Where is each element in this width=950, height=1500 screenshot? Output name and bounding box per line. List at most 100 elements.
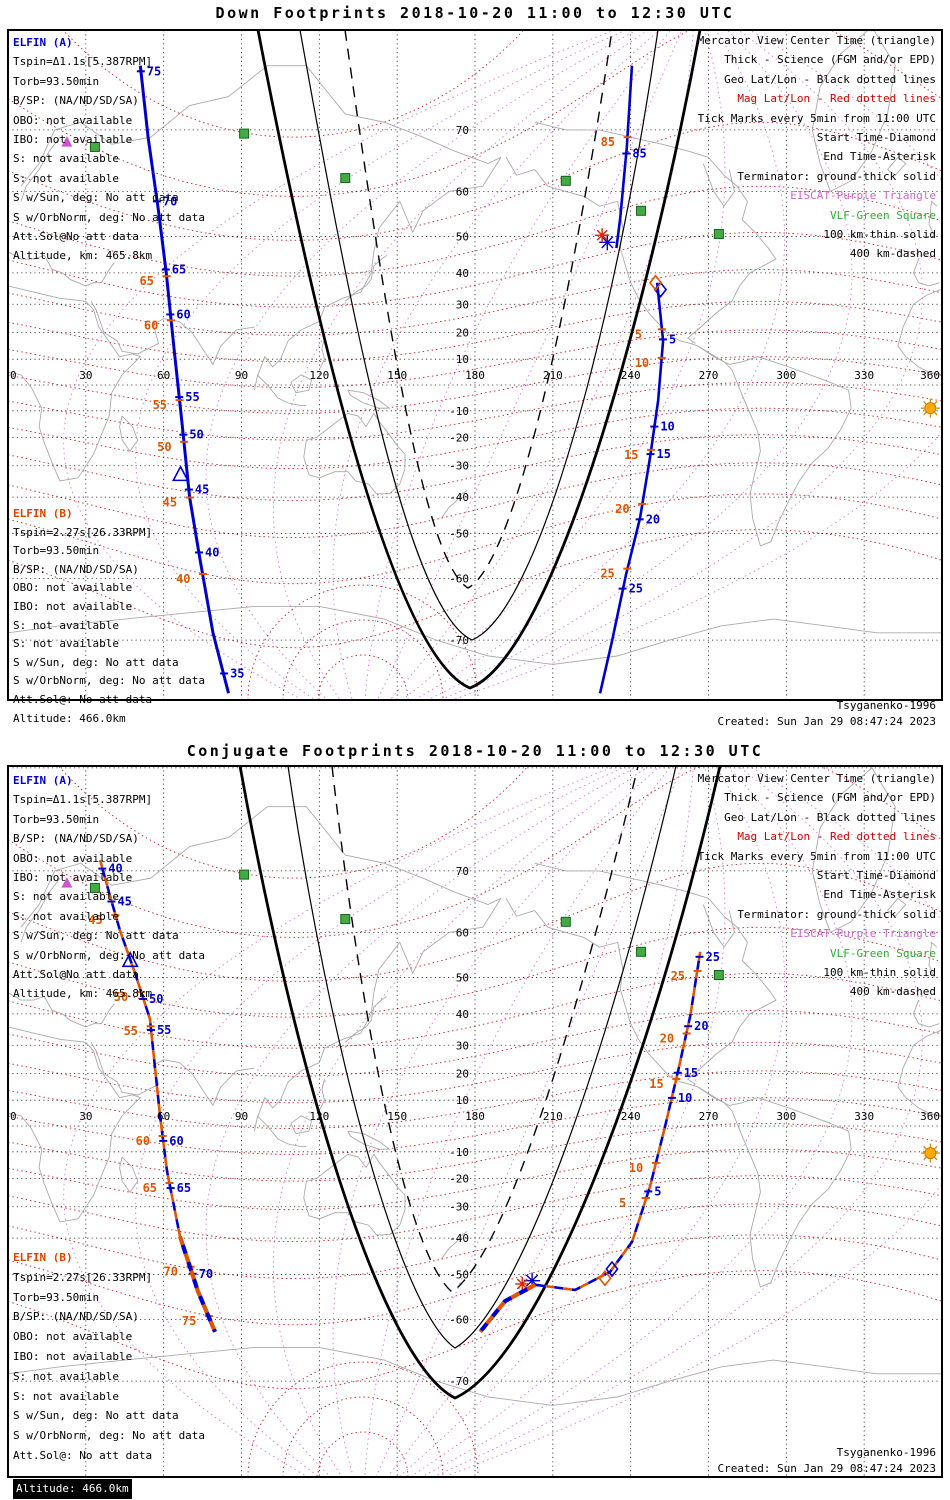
coastline bbox=[8, 251, 115, 287]
legend-line: EISCAT-Purple Triangle bbox=[790, 927, 936, 941]
terminator-curve bbox=[344, 30, 613, 589]
coastline bbox=[534, 862, 748, 943]
info-line: Torb=93.50min bbox=[13, 74, 100, 88]
track-tick-label: 50 bbox=[149, 992, 163, 1006]
coastline bbox=[90, 1042, 255, 1107]
terminator-curve bbox=[287, 766, 677, 1349]
elfin-a-lines: Tspin=Δ1.1s[5.387RPM] Torb=93.50min B/SP: … bbox=[13, 790, 205, 1003]
track-tick-label: 50 bbox=[189, 428, 203, 442]
lat-tick-label: 40 bbox=[456, 267, 469, 280]
satellite-track-b bbox=[478, 1282, 537, 1334]
info-line: Altitude, km: 465.8km bbox=[13, 987, 153, 1001]
lon-tick-label: 90 bbox=[235, 1110, 248, 1123]
legend-line: Mercator View Center Time (triangle) bbox=[697, 772, 936, 785]
track-tick-label: 85 bbox=[632, 147, 646, 161]
info-line: B/SP: (NA/ND/SD/SA) bbox=[13, 562, 139, 576]
terminator-curve bbox=[256, 30, 702, 690]
track-tick-label: 65 bbox=[140, 274, 154, 288]
lat-tick-label: -70 bbox=[449, 634, 469, 647]
track-tick-label: 20 bbox=[646, 512, 660, 526]
track-tick-label: 70 bbox=[164, 1265, 178, 1279]
legend-line: Start Time-Diamond bbox=[816, 869, 936, 883]
created-credit-down: Created: Sun Jan 29 08:47:24 2023 bbox=[717, 715, 936, 728]
coastline bbox=[887, 156, 907, 176]
lon-tick-label: 180 bbox=[465, 1110, 485, 1123]
center-time-triangle-icon bbox=[172, 465, 190, 482]
track-tick-label: 5 bbox=[619, 1196, 626, 1210]
track-tick-label: 40 bbox=[205, 545, 219, 559]
mag-lon-line bbox=[386, 766, 694, 1477]
track-tick-label: 55 bbox=[157, 1023, 171, 1037]
mag-lon-line bbox=[205, 30, 639, 700]
coastline bbox=[290, 374, 313, 394]
info-line: S: not available bbox=[13, 1389, 119, 1403]
mag-lon-line bbox=[450, 30, 942, 700]
info-line: Att.Sol@No att data bbox=[13, 230, 139, 244]
lat-tick-label: -60 bbox=[449, 573, 469, 586]
info-line: Torb=93.50min bbox=[13, 1290, 100, 1304]
created-credit-conjugate: Created: Sun Jan 29 08:47:24 2023 bbox=[717, 1462, 936, 1475]
eiscat-triangle-icon bbox=[61, 136, 73, 147]
legend-line: VLF-Green Square bbox=[830, 208, 936, 222]
track-tick-label: 70 bbox=[199, 1267, 213, 1281]
satellite-track-b bbox=[535, 951, 702, 1292]
satellite-track bbox=[138, 65, 230, 694]
sun-icon bbox=[924, 402, 937, 415]
lat-tick-label: -20 bbox=[449, 431, 469, 444]
coastline bbox=[303, 1153, 406, 1236]
mag-lon-line bbox=[63, 30, 617, 700]
lat-tick-label: 50 bbox=[456, 971, 469, 984]
lat-tick-label: 40 bbox=[456, 1008, 469, 1021]
eiscat-triangle-icon bbox=[61, 877, 73, 888]
elfin-b-header: ELFIN (B) bbox=[13, 1251, 73, 1264]
lon-tick-label: 360 bbox=[920, 1110, 940, 1123]
sun-icon bbox=[924, 1147, 937, 1160]
coastline bbox=[256, 374, 307, 407]
lon-tick-label: 330 bbox=[854, 369, 874, 382]
coastline bbox=[505, 898, 699, 1088]
legend-line: Tick Marks every 5min from 11:00 UTC bbox=[697, 849, 936, 863]
elfin-b-lines: Tspin=2.27s[26.33RPM] Torb=93.50min B/SP: … bbox=[13, 1268, 205, 1499]
track-tick-label: 15 bbox=[657, 447, 671, 461]
legend-line: Thick - Science (FGM and/or EPD) bbox=[724, 53, 936, 67]
coastline bbox=[811, 767, 896, 933]
lat-tick-label: -50 bbox=[449, 1269, 469, 1282]
coastline bbox=[119, 415, 139, 453]
map-border bbox=[7, 29, 943, 701]
info-line: B/SP: (NA/ND/SD/SA) bbox=[13, 94, 139, 108]
coastline bbox=[20, 877, 61, 943]
coastline bbox=[347, 1130, 391, 1150]
mag-lon-line bbox=[438, 30, 923, 700]
info-line: S w/OrbNorm, deg: No att data bbox=[13, 210, 206, 224]
vlf-station-square-icon bbox=[713, 970, 724, 981]
lat-tick-label: 30 bbox=[456, 1039, 469, 1052]
track-tick-label: 20 bbox=[615, 502, 629, 516]
lon-tick-label: 0 bbox=[10, 369, 17, 382]
coastline bbox=[887, 897, 907, 917]
mag-lat-line bbox=[8, 231, 942, 308]
legend-line: End Time-Asterisk bbox=[823, 888, 936, 902]
vlf-station-square-icon bbox=[636, 946, 647, 957]
coastline bbox=[697, 345, 852, 547]
track-tick-label: 60 bbox=[144, 318, 158, 332]
mag-lon-line bbox=[135, 766, 629, 1477]
vlf-station-square-icon bbox=[560, 175, 571, 186]
track-tick-label: 45 bbox=[117, 894, 131, 908]
coastline bbox=[811, 30, 896, 192]
coastline bbox=[440, 1231, 468, 1260]
elfin-b-info-down: ELFIN (B) Tspin=2.27s[26.33RPM] Torb=93.5… bbox=[13, 505, 205, 728]
map-panel-conjugate: 4045505560657045505560657075252015105252… bbox=[8, 766, 942, 1477]
lat-tick-label: -30 bbox=[449, 1201, 469, 1214]
info-line: Torb=93.50min bbox=[13, 544, 100, 558]
model-credit-conjugate: Tsyganenko-1996 bbox=[836, 1446, 936, 1459]
track-tick-label: 65 bbox=[172, 262, 186, 276]
center-time-triangle-icon bbox=[121, 951, 139, 968]
legend-down: Mercator View Center Time (triangle) Thic… bbox=[698, 31, 936, 264]
track-tick-label: 60 bbox=[176, 307, 190, 321]
legend-line: Terminator: ground-thick solid bbox=[737, 907, 936, 921]
coastline bbox=[20, 136, 61, 202]
track-tick-label: 5 bbox=[635, 327, 642, 341]
mag-lon-line bbox=[431, 766, 923, 1477]
mag-lon-line bbox=[420, 766, 853, 1477]
legend-line: VLF-Green Square bbox=[830, 946, 936, 960]
